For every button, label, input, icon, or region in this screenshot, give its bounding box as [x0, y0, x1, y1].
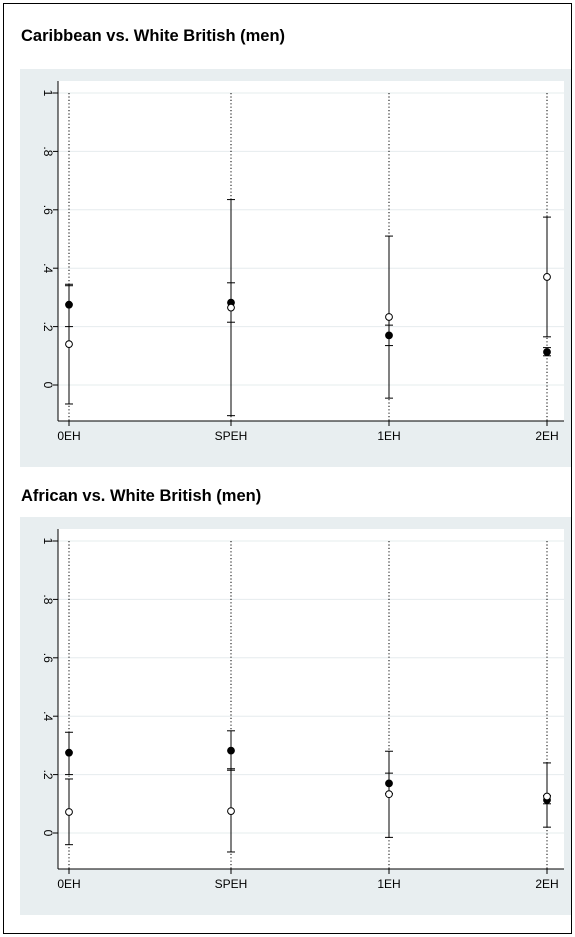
chart-2-title: African vs. White British (men): [21, 487, 262, 505]
y-tick-label: .2: [41, 322, 55, 332]
point-hollow: [385, 790, 393, 799]
x-tick-label: 0EH: [57, 429, 80, 443]
point-filled: [385, 331, 393, 340]
plot-region: [58, 81, 564, 421]
point-hollow: [65, 808, 73, 816]
y-tick-label: .4: [41, 711, 55, 721]
y-tick-label: 0: [41, 830, 55, 837]
y-tick-label: .4: [41, 263, 55, 273]
y-tick-label: 1: [41, 538, 55, 545]
y-tick-label: .2: [41, 770, 55, 780]
x-tick-label: 0EH: [57, 877, 80, 891]
chart-1-title: Caribbean vs. White British (men): [21, 27, 286, 45]
point-hollow: [543, 273, 551, 281]
y-tick-label: 0: [41, 382, 55, 389]
point-hollow: [227, 303, 235, 312]
chart-2-svg: 0 .2 .4 .6 .8 1 0EH SPEH 1EH 2EH: [41, 529, 564, 891]
x-tick-label: 1EH: [377, 429, 400, 443]
point-hollow: [385, 313, 393, 321]
x-tick-label: SPEH: [215, 429, 248, 443]
x-tick-label: SPEH: [215, 877, 248, 891]
x-tick-label: 2EH: [535, 429, 558, 443]
y-tick-label: 1: [41, 90, 55, 97]
x-tick-label: 1EH: [377, 877, 400, 891]
point-filled: [385, 779, 393, 788]
plot-region: [58, 529, 564, 869]
y-tick-label: .8: [41, 146, 55, 156]
point-filled: [65, 748, 73, 757]
point-hollow: [227, 807, 235, 816]
chart-1-svg: 0 .2 .4 .6 .8 1 0EH SPEH 1EH 2EH: [41, 81, 564, 443]
point-filled: [543, 348, 551, 356]
point-hollow: [543, 792, 551, 801]
chart-1-panel: 0 .2 .4 .6 .8 1 0EH SPEH 1EH 2EH: [20, 69, 571, 467]
chart-2-panel: 0 .2 .4 .6 .8 1 0EH SPEH 1EH 2EH: [20, 517, 571, 915]
y-tick-label: .8: [41, 594, 55, 604]
y-tick-label: .6: [41, 653, 55, 663]
y-tick-label: .6: [41, 205, 55, 215]
point-filled: [65, 300, 73, 309]
point-filled: [227, 746, 235, 755]
point-hollow: [65, 340, 73, 349]
x-tick-label: 2EH: [535, 877, 558, 891]
